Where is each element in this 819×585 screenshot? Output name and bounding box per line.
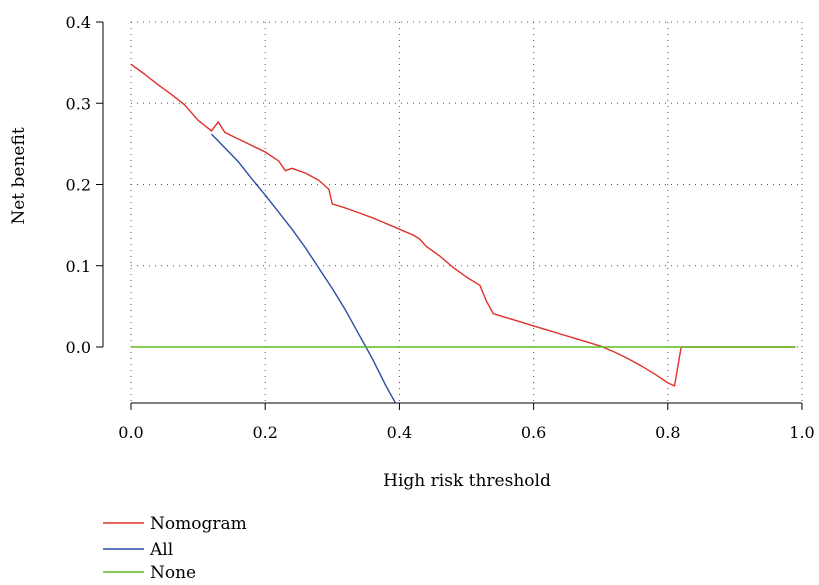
- x-tick-label: 0.8: [655, 423, 680, 442]
- grid: [130, 21, 803, 403]
- legend-label-none: None: [150, 563, 196, 583]
- x-tick-label: 1.0: [789, 423, 814, 442]
- legend-label-all: All: [149, 540, 173, 560]
- y-axis-label: Net benefit: [9, 127, 29, 224]
- series-line-nomogram: [130, 63, 796, 387]
- x-tick-label: 0.6: [521, 423, 546, 442]
- y-tick-label: 0.3: [66, 94, 91, 113]
- y-tick-label: 0.0: [66, 338, 91, 357]
- axes: [102, 22, 802, 404]
- series-layer: [130, 63, 796, 403]
- x-tick-label: 0.2: [252, 423, 277, 442]
- x-axis-label: High risk threshold: [383, 471, 551, 491]
- y-tick-label: 0.1: [66, 257, 91, 276]
- x-tick-label: 0.4: [387, 423, 412, 442]
- legend: Nomogram All None: [103, 514, 247, 583]
- y-ticks: 0.0 0.1 0.2 0.3 0.4: [66, 13, 103, 357]
- series-line-all: [210, 133, 397, 403]
- y-tick-label: 0.2: [66, 176, 91, 195]
- x-ticks: 0.0 0.2 0.4 0.6 0.8 1.0: [118, 403, 815, 442]
- legend-label-nomogram: Nomogram: [150, 514, 247, 534]
- x-tick-label: 0.0: [118, 423, 143, 442]
- y-tick-label: 0.4: [66, 13, 91, 32]
